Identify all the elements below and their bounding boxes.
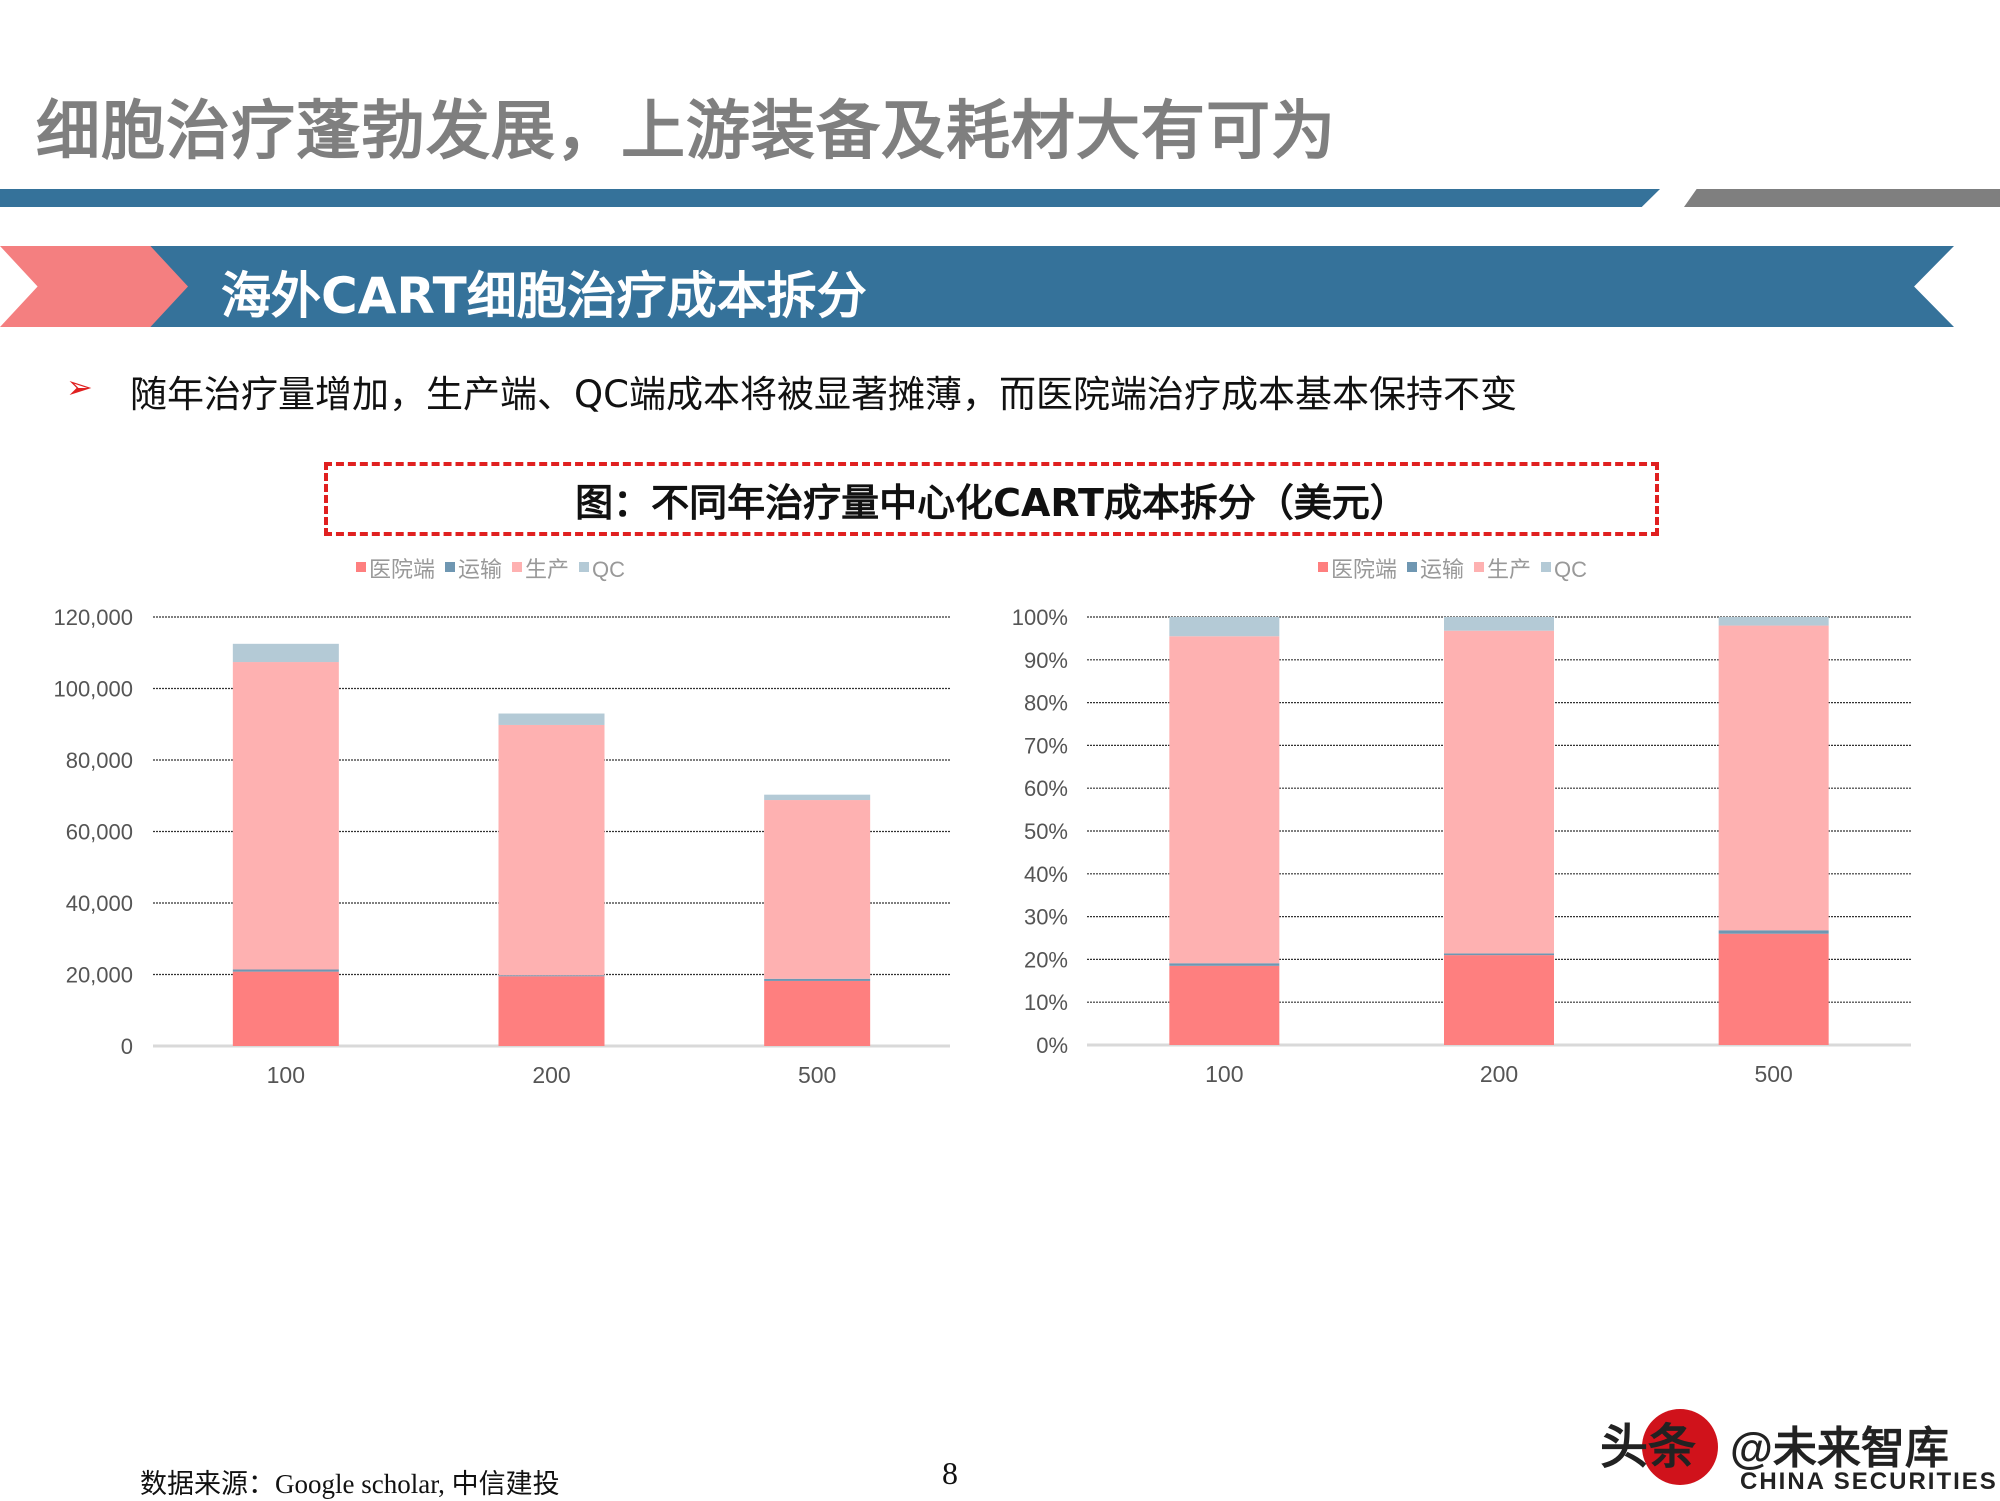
bar-segment xyxy=(1169,965,1280,1045)
seal-icon xyxy=(1642,1409,1718,1485)
x-tick-label: 500 xyxy=(1754,1061,1792,1087)
bar-segment xyxy=(498,976,605,1046)
x-tick-label: 200 xyxy=(532,1062,570,1088)
y-tick-label: 40% xyxy=(1024,862,1068,887)
legend-swatch xyxy=(445,562,455,572)
y-tick-label: 80,000 xyxy=(66,748,133,773)
bar-segment xyxy=(232,971,339,1046)
y-tick-label: 100,000 xyxy=(53,677,133,702)
bar-segment xyxy=(1444,630,1554,954)
y-tick-label: 80% xyxy=(1024,691,1068,716)
y-tick-label: 50% xyxy=(1024,819,1068,844)
y-tick-label: 100% xyxy=(1012,605,1068,630)
bar-segment xyxy=(232,662,339,970)
bar-segment xyxy=(1169,963,1280,966)
bar-segment xyxy=(1169,617,1280,637)
y-tick-label: 10% xyxy=(1024,990,1068,1015)
legend-swatch xyxy=(1474,562,1484,572)
legend-label: 生产 xyxy=(1487,557,1531,582)
header-divider-gray xyxy=(1684,189,2000,207)
bar-segment xyxy=(498,713,605,725)
bar-segment xyxy=(232,969,339,972)
y-tick-label: 60,000 xyxy=(66,820,133,845)
bar-segment xyxy=(498,724,605,976)
legend-label: 医院端 xyxy=(1331,557,1397,582)
bar-segment xyxy=(1718,625,1829,931)
legend-label: QC xyxy=(592,557,625,582)
bar-segment xyxy=(498,975,605,977)
svg-text:CHINA SECURITIES: CHINA SECURITIES xyxy=(1740,1468,1995,1495)
bullet-text: 随年治疗量增加，生产端、QC端成本将被显著摊薄，而医院端治疗成本基本保持不变 xyxy=(130,373,1517,416)
bar-segment xyxy=(1718,617,1829,626)
legend-swatch xyxy=(1318,562,1328,572)
legend-label: 生产 xyxy=(525,557,569,582)
bar-segment xyxy=(764,980,871,1046)
watermark-logo: 头条 @未来智库 CHINA SECURITIES xyxy=(1600,1409,1995,1495)
x-tick-label: 200 xyxy=(1480,1061,1518,1087)
y-tick-label: 120,000 xyxy=(53,605,133,630)
page-title: 细胞治疗蓬勃发展，上游装备及耗材大有可为 xyxy=(36,95,1336,169)
y-tick-label: 20,000 xyxy=(66,963,133,988)
bar-segment xyxy=(1169,636,1280,964)
y-tick-label: 0% xyxy=(1036,1033,1068,1058)
y-tick-label: 30% xyxy=(1024,905,1068,930)
source-note: 数据来源：Google scholar, 中信建投 xyxy=(140,1469,560,1499)
legend-swatch xyxy=(1407,562,1417,572)
legend-label: 运输 xyxy=(1420,557,1464,582)
header-divider-blue xyxy=(0,189,1660,207)
legend-label: 医院端 xyxy=(369,557,435,582)
svg-text:@未来智库: @未来智库 xyxy=(1730,1424,1949,1473)
x-tick-label: 100 xyxy=(1205,1061,1243,1087)
bar-segment xyxy=(1444,955,1554,1045)
bar-segment xyxy=(764,800,871,979)
legend-swatch xyxy=(512,562,522,572)
bar-segment xyxy=(1718,933,1829,1045)
figure-caption: 图：不同年治疗量中心化CART成本拆分（美元） xyxy=(575,480,1408,525)
section-banner xyxy=(140,246,1954,327)
bar-segment xyxy=(1718,930,1829,934)
y-tick-label: 40,000 xyxy=(66,891,133,916)
bar-segment xyxy=(1444,953,1554,956)
y-tick-label: 60% xyxy=(1024,776,1068,801)
bar-segment xyxy=(764,794,871,801)
y-tick-label: 20% xyxy=(1024,947,1068,972)
arrow-right-icon: ➢ xyxy=(66,368,93,406)
legend-label: QC xyxy=(1554,557,1587,582)
figure-caption-box: 图：不同年治疗量中心化CART成本拆分（美元） xyxy=(324,462,1659,536)
legend-swatch xyxy=(1541,562,1551,572)
bar-segment xyxy=(1444,617,1554,631)
svg-text:头条: 头条 xyxy=(1600,1421,1696,1474)
x-tick-label: 100 xyxy=(267,1062,305,1088)
y-tick-label: 0 xyxy=(121,1034,133,1059)
x-tick-label: 500 xyxy=(798,1062,836,1088)
section-title: 海外CART细胞治疗成本拆分 xyxy=(221,267,867,325)
legend-label: 运输 xyxy=(458,557,502,582)
y-tick-label: 70% xyxy=(1024,733,1068,758)
bar-segment xyxy=(764,978,871,981)
page-number: 8 xyxy=(942,1455,958,1491)
bar-segment xyxy=(232,643,339,663)
y-tick-label: 90% xyxy=(1024,648,1068,673)
legend-swatch xyxy=(579,562,589,572)
legend-swatch xyxy=(356,562,366,572)
